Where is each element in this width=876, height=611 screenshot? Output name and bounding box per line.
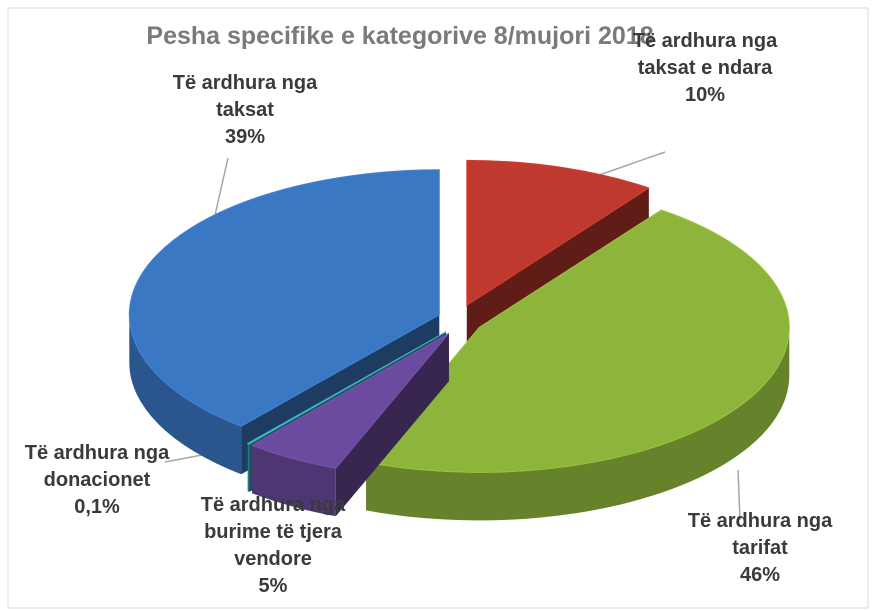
slice-top: [128, 169, 440, 427]
pie: [128, 159, 790, 521]
data-label: Të ardhura nga donacionet 0,1%: [12, 440, 182, 521]
slice-top: [365, 209, 790, 473]
data-label: Të ardhura nga burime të tjera vendore 5%: [188, 492, 358, 600]
data-label: Të ardhura nga tarifat 46%: [675, 508, 845, 589]
slice-top: [466, 159, 650, 307]
chart-title: Pesha specifike e kategorive 8/mujori 20…: [146, 22, 654, 50]
slice-outer-wall: [129, 314, 242, 475]
slice-outer-wall: [252, 445, 336, 517]
value-label: 39%: [224, 126, 266, 148]
value-label: 0,1%: [74, 496, 120, 518]
category-label: Të ardhura nga donacionet: [24, 442, 170, 491]
data-label: Të ardhura nga taksat 39%: [160, 70, 330, 151]
value-label: 5%: [258, 575, 288, 597]
value-label: 46%: [739, 564, 781, 586]
category-label: Të ardhura nga taksat e ndara: [632, 30, 778, 79]
value-label: 10%: [684, 84, 726, 106]
leader-line: [214, 157, 229, 216]
slice-outer-wall: [366, 327, 790, 521]
slice-outer-wall: [247, 443, 250, 492]
category-label: Të ardhura nga burime të tjera vendore: [200, 494, 346, 570]
pie-slice: [251, 332, 450, 517]
category-label: Të ardhura nga tarifat: [687, 510, 833, 559]
category-label: Të ardhura nga taksat: [172, 72, 318, 121]
slice-top: [246, 331, 447, 445]
leader-line: [737, 469, 741, 521]
slice-top: [251, 332, 450, 469]
data-label: Të ardhura nga taksat e ndara 10%: [620, 28, 790, 109]
pie-slice: [365, 209, 790, 521]
